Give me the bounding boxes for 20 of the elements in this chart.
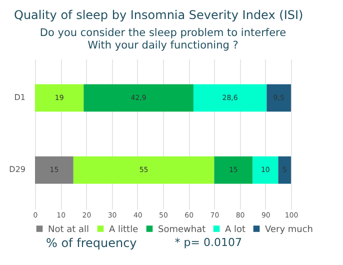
legend-label: Somewhat: [158, 224, 206, 235]
legend-label: A lot: [225, 224, 246, 235]
text: * p= 0.0107: [174, 236, 242, 250]
legend-label: Not at all: [48, 224, 90, 235]
chart-title: Quality of sleep by Insomnia Severity Index (ISI): [13, 7, 304, 24]
bar: [73, 156, 214, 184]
bar: [252, 156, 278, 184]
bar: [278, 156, 291, 184]
legend-label: A little: [109, 224, 139, 235]
chart-subtitle: Do you consider the sleep problem to interfere With your daily functioning ?: [40, 27, 286, 52]
bar: [266, 84, 291, 112]
bar: [193, 84, 267, 112]
bar: [84, 84, 194, 112]
text: % of frequency: [46, 236, 137, 250]
bar: [35, 156, 74, 184]
y-tick-label: D29: [9, 165, 26, 174]
bar: [35, 84, 84, 112]
y-tick-label: D1: [14, 92, 26, 102]
legend-label: Very much: [265, 224, 314, 235]
bar: [214, 156, 253, 184]
